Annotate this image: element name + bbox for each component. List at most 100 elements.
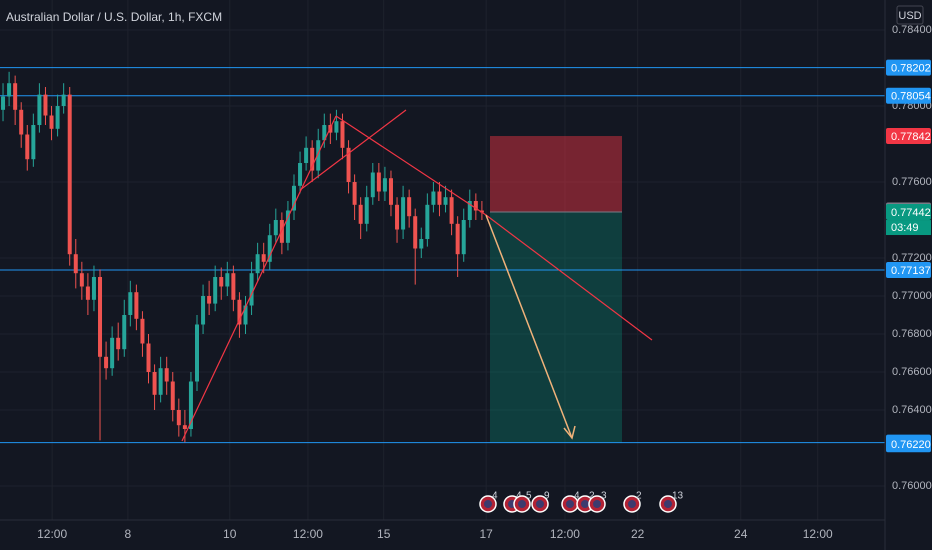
event-count: 9 — [544, 491, 550, 502]
candle-body — [437, 191, 442, 205]
y-tick-label: 0.76600 — [892, 366, 932, 378]
candle-body — [152, 371, 157, 395]
countdown-tag — [886, 220, 931, 236]
event-count: 3 — [601, 491, 607, 502]
candle-body — [1, 96, 6, 110]
candle-body — [98, 277, 103, 357]
price-tag-label: 0.78054 — [891, 91, 931, 103]
candle-body — [91, 277, 96, 300]
candle-body — [207, 296, 212, 304]
candle-body — [7, 83, 12, 97]
x-tick-label: 24 — [734, 527, 748, 541]
price-tag — [886, 261, 931, 278]
candle-body — [285, 210, 290, 243]
candle-body — [346, 147, 351, 183]
y-tick-label: 0.77600 — [892, 176, 932, 188]
candle-body — [140, 318, 145, 344]
y-tick-label: 0.76400 — [892, 404, 932, 416]
candle-body — [73, 254, 78, 274]
candle-body — [273, 220, 278, 236]
candle-body — [291, 185, 296, 211]
event-icon-inner — [593, 500, 601, 508]
grid — [0, 0, 885, 520]
candle-body — [85, 286, 90, 300]
x-tick-label: 15 — [377, 527, 391, 541]
candle-body — [104, 356, 109, 369]
candle-body — [219, 277, 224, 287]
price-tag — [886, 204, 931, 221]
candle-body — [358, 204, 363, 224]
candle-body — [413, 216, 418, 249]
price-tag — [886, 59, 931, 76]
x-tick-label: 10 — [223, 527, 237, 541]
candle-body — [188, 381, 193, 429]
y-tick-label: 0.77000 — [892, 290, 932, 302]
candle-body — [19, 109, 24, 135]
candle-body — [122, 315, 127, 350]
candle-body — [395, 204, 400, 230]
event-icon-inner — [536, 500, 544, 508]
price-tag — [886, 436, 931, 453]
candle-body — [31, 125, 36, 160]
candle-body — [146, 343, 151, 372]
candle-body — [79, 273, 84, 287]
event-icon-inner — [581, 500, 589, 508]
arrow-line — [485, 214, 573, 439]
candle-body — [370, 172, 375, 198]
candle-body — [425, 204, 430, 240]
candle-body — [473, 201, 478, 211]
candle-body — [116, 337, 121, 350]
y-tick-label: 0.78400 — [892, 24, 932, 36]
candle-body — [443, 197, 448, 205]
candle-body — [201, 296, 206, 325]
trend-line — [335, 115, 487, 216]
candle-body — [322, 125, 327, 141]
x-tick-label: 12:00 — [550, 527, 580, 541]
event-count: 4 — [492, 491, 498, 502]
target-zone — [490, 212, 622, 443]
price-axis: 0.784000.780000.776000.772000.770000.768… — [886, 24, 932, 492]
y-tick-label: 0.76000 — [892, 480, 932, 492]
candle-body — [49, 115, 54, 129]
price-tag-label: 0.78202 — [891, 63, 931, 75]
candle-body — [431, 191, 436, 205]
candle-body — [298, 163, 303, 186]
candle-body — [43, 94, 48, 116]
countdown: 03:49 — [891, 222, 919, 234]
candle-body — [334, 121, 339, 133]
candle-body — [267, 235, 272, 262]
candle-body — [213, 277, 218, 304]
price-tag-label: 0.77842 — [891, 131, 931, 143]
candle-body — [37, 94, 42, 126]
event-count: 2 — [636, 491, 642, 502]
candle-body — [407, 197, 412, 217]
candle-body — [158, 368, 163, 395]
candle-body — [55, 106, 60, 129]
candle-body — [243, 305, 248, 325]
candle-body — [419, 239, 424, 249]
candle-body — [261, 254, 266, 262]
candle-body — [249, 273, 254, 306]
trend-line — [485, 214, 653, 341]
candle-body — [13, 83, 18, 110]
candle-body — [195, 324, 200, 382]
candle-body — [128, 292, 133, 316]
candle-body — [231, 273, 236, 300]
x-tick-label: 22 — [631, 527, 645, 541]
price-tag-label: 0.76220 — [891, 439, 931, 451]
candle-body — [25, 134, 30, 160]
candle-body — [310, 147, 315, 171]
candle-body — [176, 409, 181, 426]
y-tick-label: 0.76800 — [892, 328, 932, 340]
candle-body — [110, 337, 115, 369]
candle-body — [237, 299, 242, 325]
candle-body — [388, 178, 393, 205]
currency-box[interactable] — [896, 5, 924, 25]
event-icon-inner — [518, 500, 526, 508]
y-tick-label: 0.77200 — [892, 252, 932, 264]
x-tick-label: 17 — [479, 527, 493, 541]
trend-line — [299, 109, 407, 191]
candle-body — [61, 94, 66, 107]
plot — [0, 67, 885, 444]
